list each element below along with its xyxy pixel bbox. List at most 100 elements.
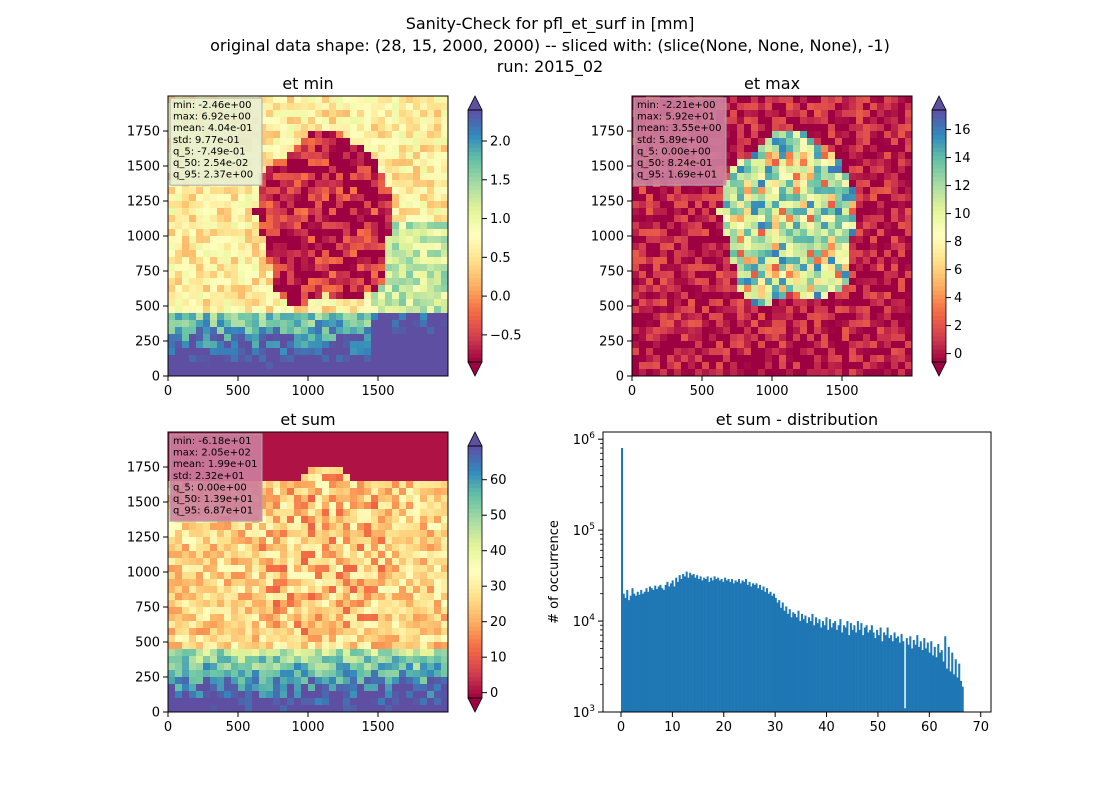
colorbar-segment <box>932 345 946 350</box>
heatmap-cell <box>189 649 196 656</box>
heatmap-cell <box>870 173 877 180</box>
heatmap-cell <box>196 593 203 600</box>
heatmap-cell <box>835 187 842 194</box>
heatmap-cell <box>420 579 427 586</box>
heatmap-cell <box>294 271 301 278</box>
heatmap-cell <box>646 201 653 208</box>
heatmap-cell <box>378 236 385 243</box>
heatmap-cell <box>863 313 870 320</box>
heatmap-cell <box>175 698 182 705</box>
heatmap-cell <box>877 173 884 180</box>
heatmap-cell <box>632 362 639 369</box>
colorbar-segment <box>468 354 482 359</box>
heatmap-cell <box>695 201 702 208</box>
heatmap-cell <box>413 187 420 194</box>
heatmap-cell <box>793 320 800 327</box>
heatmap-cell <box>266 215 273 222</box>
heatmap-cell <box>413 131 420 138</box>
heatmap-cell <box>336 355 343 362</box>
heatmap-cell <box>210 663 217 670</box>
heatmap-cell <box>175 299 182 306</box>
heatmap-cell <box>210 271 217 278</box>
heatmap-cell <box>856 222 863 229</box>
heatmap-cell <box>427 544 434 551</box>
heatmap-cell <box>709 313 716 320</box>
heatmap-cell <box>891 145 898 152</box>
heatmap-cell <box>294 320 301 327</box>
heatmap-cell <box>765 187 772 194</box>
heatmap-cell <box>427 243 434 250</box>
heatmap-cell <box>751 96 758 103</box>
heatmap-cell <box>814 229 821 236</box>
heatmap-cell <box>378 579 385 586</box>
heatmap-cell <box>420 201 427 208</box>
heatmap-cell <box>259 572 266 579</box>
heatmap-cell <box>224 278 231 285</box>
heatmap-cell <box>175 334 182 341</box>
heatmap-cell <box>329 222 336 229</box>
heatmap-cell <box>779 131 786 138</box>
heatmap-cell <box>695 306 702 313</box>
heatmap-cell <box>287 474 294 481</box>
heatmap-cell <box>210 299 217 306</box>
heatmap-cell <box>287 131 294 138</box>
heatmap-cell <box>259 327 266 334</box>
heatmap-cell <box>371 278 378 285</box>
heatmap-cell <box>441 453 448 460</box>
heatmap-cell <box>772 110 779 117</box>
heatmap-cell <box>646 250 653 257</box>
heatmap-cell <box>231 537 238 544</box>
heatmap-cell <box>709 271 716 278</box>
heatmap-cell <box>786 180 793 187</box>
heatmap-cell <box>420 292 427 299</box>
heatmap-cell <box>203 670 210 677</box>
colorbar-tick-label: 8 <box>954 235 962 250</box>
heatmap-cell <box>189 292 196 299</box>
heatmap-cell <box>231 243 238 250</box>
heatmap-cell <box>856 348 863 355</box>
heatmap-cell <box>308 320 315 327</box>
heatmap-cell <box>730 243 737 250</box>
figure-title-line-3: run: 2015_02 <box>497 57 603 77</box>
heatmap-cell <box>870 327 877 334</box>
heatmap-cell <box>744 355 751 362</box>
heatmap-cell <box>175 229 182 236</box>
heatmap-cell <box>392 369 399 376</box>
heatmap-cell <box>660 236 667 243</box>
heatmap-cell <box>406 432 413 439</box>
heatmap-cell <box>385 614 392 621</box>
heatmap-cell <box>744 313 751 320</box>
heatmap-cell <box>399 677 406 684</box>
heatmap-cell <box>667 362 674 369</box>
heatmap-cell <box>779 278 786 285</box>
heatmap-cell <box>371 600 378 607</box>
heatmap-cell <box>653 320 660 327</box>
heatmap-cell <box>420 327 427 334</box>
heatmap-cell <box>189 264 196 271</box>
heatmap-cell <box>322 124 329 131</box>
heatmap-cell <box>350 684 357 691</box>
heatmap-cell <box>315 187 322 194</box>
heatmap-cell <box>168 621 175 628</box>
heatmap-cell <box>196 579 203 586</box>
heatmap-cell <box>294 341 301 348</box>
heatmap-cell <box>800 362 807 369</box>
heatmap-cell <box>168 530 175 537</box>
heatmap-cell <box>863 131 870 138</box>
heatmap-cell <box>723 215 730 222</box>
heatmap-cell <box>905 271 912 278</box>
heatmap-cell <box>385 642 392 649</box>
heatmap-cell <box>434 369 441 376</box>
heatmap-cell <box>350 516 357 523</box>
heatmap-cell <box>280 208 287 215</box>
heatmap-cell <box>266 565 273 572</box>
heatmap-cell <box>695 271 702 278</box>
heatmap-cell <box>779 110 786 117</box>
heatmap-cell <box>406 495 413 502</box>
heatmap-cell <box>273 208 280 215</box>
heatmap-cell <box>413 299 420 306</box>
heatmap-cell <box>245 334 252 341</box>
heatmap-cell <box>266 341 273 348</box>
heatmap-cell <box>357 369 364 376</box>
